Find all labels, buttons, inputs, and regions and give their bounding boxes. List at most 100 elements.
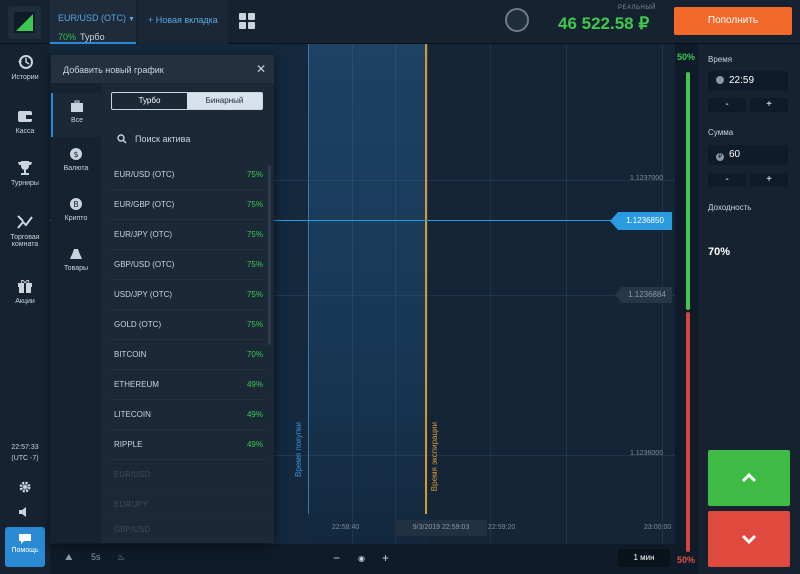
list-item[interactable]: EUR/JPY (OTC) 75% xyxy=(109,220,265,250)
asset-name: EUR/USD (OTC) xyxy=(114,170,175,179)
amount-plus-button[interactable]: + xyxy=(750,173,788,187)
layout-grid-icon[interactable] xyxy=(239,13,255,29)
list-item[interactable]: LITECOIN 49% xyxy=(109,400,265,430)
call-up-button[interactable] xyxy=(708,450,790,506)
asset-search-input[interactable]: Поиск актива xyxy=(109,128,265,150)
asset-name: USD/JPY (OTC) xyxy=(114,290,173,299)
new-tab-button[interactable]: + Новая вкладка xyxy=(138,0,228,44)
category-list: Все $ Валюта B Крипто Товары xyxy=(51,83,101,543)
help-label: Помощь xyxy=(11,547,39,554)
time-field[interactable]: 22:59 xyxy=(708,71,788,91)
search-icon xyxy=(117,134,127,144)
sidebar-item-trading-room[interactable]: Торговая комната xyxy=(0,214,50,248)
category-commodities[interactable]: Товары xyxy=(51,247,101,287)
sidebar-item-promotions[interactable]: Акции xyxy=(0,278,50,305)
asset-name: LITECOIN xyxy=(114,410,151,419)
list-item[interactable]: EUR/USD (OTC) 75% xyxy=(109,160,265,190)
help-button[interactable]: Помощь xyxy=(5,527,45,567)
sound-icon[interactable] xyxy=(18,505,32,519)
clock-time: 22:57:33 xyxy=(11,444,39,451)
category-crypto[interactable]: B Крипто xyxy=(51,197,101,237)
time-plus-button[interactable]: + xyxy=(750,98,788,112)
buy-period-area xyxy=(308,44,428,544)
list-item[interactable]: ETHEREUM 49% xyxy=(109,370,265,400)
segment-binary[interactable]: Бинарный xyxy=(187,93,262,109)
amount-minus-button[interactable]: - xyxy=(708,173,746,187)
list-item[interactable]: EUR/GBP (OTC) 75% xyxy=(109,190,265,220)
wallet-icon xyxy=(18,111,32,122)
zoom-out-icon[interactable]: − xyxy=(333,551,341,565)
list-item[interactable]: BITCOIN 70% xyxy=(109,340,265,370)
asset-name: GOLD (OTC) xyxy=(114,320,162,329)
grid-line xyxy=(50,455,675,456)
current-price-line xyxy=(50,220,620,221)
chart-type-icon[interactable]: ⛰ xyxy=(65,552,73,562)
x-tick-label: 22:59:20 xyxy=(488,524,516,531)
list-item[interactable]: GOLD (OTC) 75% xyxy=(109,310,265,340)
sidebar-item-tournaments[interactable]: Турниры xyxy=(0,160,50,187)
list-item[interactable]: RIPPLE 49% xyxy=(109,430,265,460)
top-bar: EUR/USD (OTC) ▼ 70% Турбо + Новая вкладка … xyxy=(0,0,800,44)
commodities-icon xyxy=(70,249,82,259)
gear-icon[interactable] xyxy=(18,480,32,494)
asset-name: GBP/USD (OTC) xyxy=(114,260,175,269)
clock-timezone: (UTC -7) xyxy=(11,455,39,462)
clock: 22:57:33 (UTC -7) xyxy=(0,442,50,464)
chart-tools-bar: ⛰ 5s ♨ xyxy=(51,544,274,574)
asset-payout: 75% xyxy=(246,230,263,239)
sidebar-item-history[interactable]: Истории xyxy=(0,54,50,81)
list-item[interactable]: GBP/USD (OTC) 75% xyxy=(109,250,265,280)
sidebar-item-label: Истории xyxy=(11,74,39,81)
clock-icon xyxy=(716,76,724,84)
chevron-down-icon xyxy=(741,534,757,545)
balance[interactable]: 46 522.58 ₽ xyxy=(558,14,650,33)
tab-mode: Турбо xyxy=(80,32,105,42)
category-label: Валюта xyxy=(63,165,89,172)
close-icon[interactable]: ✕ xyxy=(256,62,267,76)
deposit-button[interactable]: Пополнить xyxy=(674,7,792,35)
asset-list: EUR/USD (OTC) 75% EUR/GBP (OTC) 75% EUR/JP… xyxy=(109,160,265,540)
history-icon xyxy=(18,55,33,69)
category-currency[interactable]: $ Валюта xyxy=(51,147,101,187)
ruble-icon: ₽ xyxy=(716,153,724,161)
grid-line xyxy=(352,44,353,544)
chevron-down-icon: ▼ xyxy=(128,16,135,23)
category-label: Крипто xyxy=(64,215,88,222)
asset-name: ETHEREUM xyxy=(114,380,159,389)
price-chart[interactable]: 1.1236850 1.1236884 1.1237000 1.1236000 … xyxy=(50,44,675,544)
asset-list-scrollbar[interactable] xyxy=(268,165,271,345)
zoom-reset-icon[interactable]: ◉ xyxy=(358,554,365,563)
expiry-time-label: Время экспирации xyxy=(430,422,439,492)
segment-turbo[interactable]: Турбо xyxy=(138,96,161,105)
x-tick-label: 22:58:40 xyxy=(332,524,360,531)
time-value: 22:59 xyxy=(729,75,755,86)
zoom-in-icon[interactable]: + xyxy=(382,551,390,565)
list-item[interactable]: USD/JPY (OTC) 75% xyxy=(109,280,265,310)
time-minus-button[interactable]: - xyxy=(708,98,746,112)
dialog-header: Добавить новый график xyxy=(51,55,274,83)
list-item-disabled: GBP/USD xyxy=(109,520,265,540)
indicators-icon[interactable]: ♨ xyxy=(117,552,126,562)
avatar[interactable] xyxy=(505,8,529,32)
grid-line xyxy=(490,44,491,544)
put-down-button[interactable] xyxy=(708,511,790,567)
tab-eurusd[interactable]: EUR/USD (OTC) ▼ 70% Турбо xyxy=(50,0,136,44)
sidebar-item-cashier[interactable]: Касса xyxy=(0,108,50,135)
candle-interval-button[interactable]: 5s xyxy=(91,552,101,562)
sidebar-item-label: Касса xyxy=(15,128,35,135)
profit-label: Доходность xyxy=(708,203,752,212)
up-sentiment-bar xyxy=(686,72,690,310)
trade-panel: Время 22:59 - + Сумма ₽60 - + Доходность… xyxy=(698,44,800,574)
asset-payout: 75% xyxy=(246,170,263,179)
sidebar-item-label-1: Торговая xyxy=(10,234,40,241)
price-marker: 1.1236884 xyxy=(615,287,672,303)
logo[interactable] xyxy=(8,6,41,39)
y-tick-label: 1.1236000 xyxy=(630,450,664,457)
amount-field[interactable]: ₽60 xyxy=(708,145,788,165)
category-all[interactable]: Все xyxy=(51,93,101,137)
x-tick-label-current: 9/3/2019 22:59:03 xyxy=(395,520,487,536)
account-type: РЕАЛЬНЫЙ xyxy=(618,5,656,11)
timeframe-button[interactable]: 1 мин xyxy=(618,549,670,567)
chat-icon xyxy=(19,534,31,544)
